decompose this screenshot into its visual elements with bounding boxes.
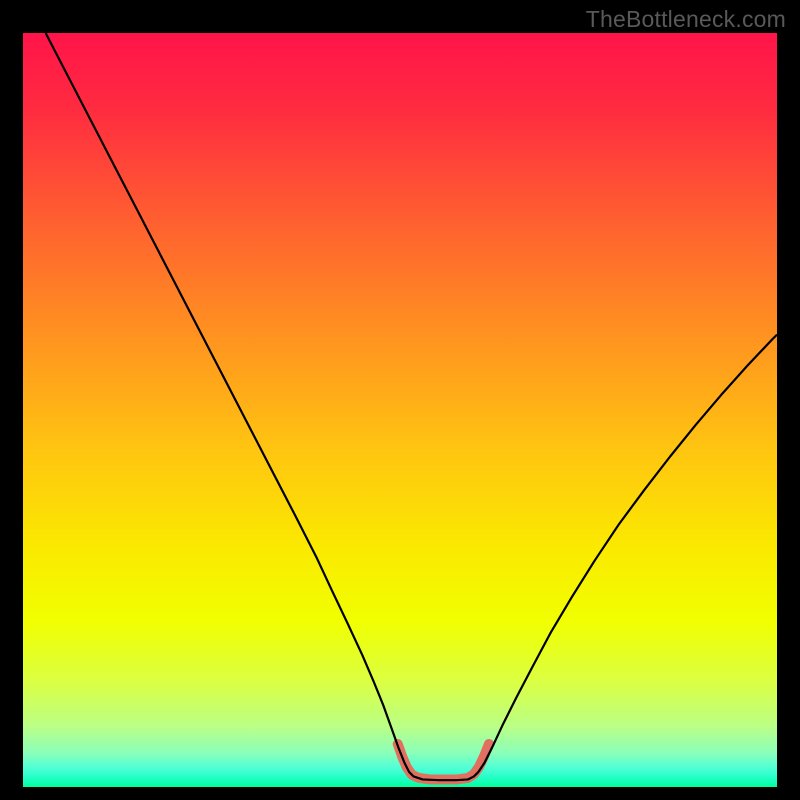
watermark-text: TheBottleneck.com: [586, 6, 786, 33]
bottleneck-curve: [46, 33, 777, 780]
chart-curve-layer: [23, 33, 777, 787]
chart-container: [23, 33, 777, 787]
